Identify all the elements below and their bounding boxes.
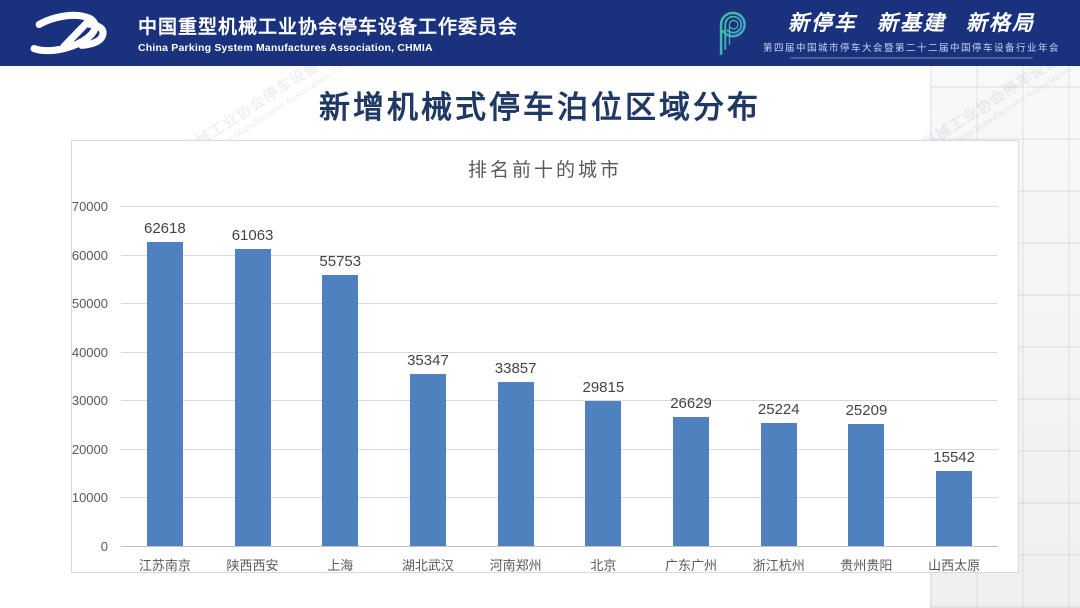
gridline: [121, 303, 998, 305]
event-title: 第四届中国城市停车大会暨第二十二届中国停车设备行业年会: [762, 43, 1060, 54]
x-tick-label: 广东广州: [665, 558, 718, 573]
y-tick-label: 50000: [71, 296, 108, 312]
org-name-cn: 中国重型机械工业协会停车设备工作委员会: [138, 17, 519, 38]
bar: [760, 423, 797, 546]
gridline: [121, 206, 998, 207]
x-tick-label: 贵州贵阳: [840, 558, 893, 573]
y-tick-label: 30000: [71, 393, 108, 409]
event-subline-decoration: [789, 57, 1034, 59]
bar-value-label: 25209: [845, 401, 888, 419]
page-title: 新增机械式停车泊位区域分布: [319, 90, 761, 125]
y-tick-label: 0: [100, 539, 108, 554]
gridline: [121, 400, 998, 402]
x-tick-label: 江苏南京: [138, 558, 191, 573]
chart-title: 排名前十的城市: [467, 160, 622, 181]
header-bar: 中国重型机械工业协会停车设备工作委员会 China Parking System…: [0, 0, 1080, 66]
chart-container: 排名前十的城市 0 10000 20000 30000 40000 50000 60000 7…: [71, 140, 1019, 573]
bar: [497, 381, 534, 546]
gridline: [121, 497, 998, 499]
x-tick-label: 湖北武汉: [401, 558, 454, 573]
x-tick-label: 河南郑州: [489, 558, 542, 573]
y-tick-label: 10000: [71, 490, 108, 506]
bar: [146, 241, 183, 546]
gridline: [121, 448, 998, 450]
bar: [673, 416, 710, 546]
bar-value-label: 33857: [494, 359, 537, 377]
x-tick-label: 浙江杭州: [752, 558, 805, 573]
bar-value-label: 61063: [231, 227, 274, 245]
bar: [322, 275, 359, 546]
y-tick-label: 70000: [71, 199, 108, 214]
bar-value-label: 25224: [757, 401, 800, 419]
bar-value-label: 29815: [582, 379, 625, 397]
bar-value-label: 26629: [670, 394, 712, 412]
x-tick-label: 山西太原: [928, 558, 981, 573]
slogan-part-2: 新基建: [876, 11, 946, 35]
bar: [585, 401, 622, 546]
y-tick-label: 60000: [71, 247, 108, 263]
gridline: [121, 351, 998, 353]
x-tick-label: 北京: [590, 558, 617, 573]
slogan-part-3: 新格局: [965, 11, 1035, 35]
slogan: 新停车 新基建 新格局: [788, 7, 1035, 37]
y-tick-label: 20000: [71, 441, 108, 457]
y-tick-label: 40000: [71, 344, 108, 360]
slogan-part-1: 新停车: [787, 11, 857, 35]
plot-area: 0 10000 20000 30000 40000 50000 60000 70000 6261…: [72, 199, 998, 573]
bar-value-label: 62618: [143, 219, 186, 237]
org-name-en: China Parking System Manufactures Associ…: [138, 42, 433, 54]
gridline: [121, 254, 998, 256]
bar: [848, 423, 885, 546]
bar-value-label: 15542: [933, 448, 975, 466]
parking-conference-logo: [719, 11, 746, 55]
cpmia-logo: [22, 11, 107, 55]
x-tick-label: 陕西西安: [226, 558, 279, 573]
x-tick-label: 上海: [327, 558, 354, 573]
bar-value-label: 35347: [407, 352, 449, 370]
gridline: [121, 546, 998, 547]
bar: [936, 470, 973, 546]
bar: [234, 249, 271, 546]
bar-value-label: 55753: [319, 253, 362, 271]
bar: [409, 374, 446, 546]
